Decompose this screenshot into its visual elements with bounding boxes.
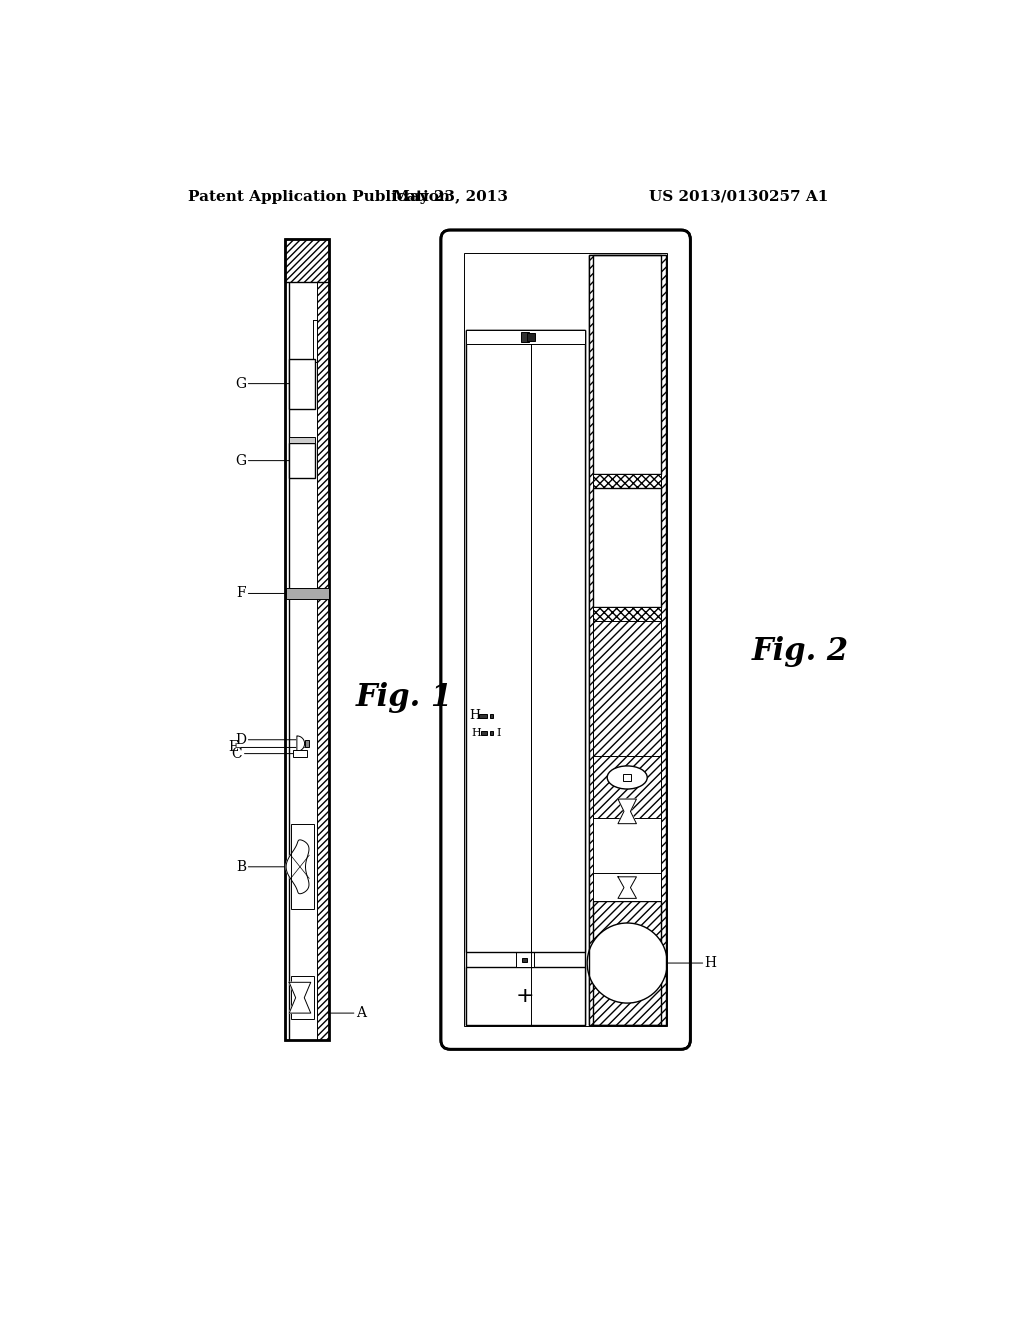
Text: Fig. 1: Fig. 1 xyxy=(355,682,453,713)
Text: US 2013/0130257 A1: US 2013/0130257 A1 xyxy=(649,190,828,203)
Bar xyxy=(291,977,313,1019)
Bar xyxy=(466,330,585,345)
Text: H: H xyxy=(705,956,716,970)
Text: D: D xyxy=(236,733,246,747)
Polygon shape xyxy=(297,737,304,751)
FancyBboxPatch shape xyxy=(441,230,690,1049)
Text: G: G xyxy=(234,376,246,391)
Bar xyxy=(516,952,535,966)
Bar xyxy=(593,474,662,488)
Polygon shape xyxy=(617,876,637,899)
Bar xyxy=(305,739,309,747)
Bar xyxy=(527,333,535,341)
Bar xyxy=(481,731,487,735)
Bar xyxy=(285,239,289,1040)
Bar xyxy=(464,253,668,1026)
Bar xyxy=(593,902,662,1024)
Bar xyxy=(593,873,662,902)
Bar xyxy=(662,255,666,1024)
Circle shape xyxy=(587,923,668,1003)
Bar xyxy=(593,756,662,817)
Bar xyxy=(593,488,662,607)
Bar xyxy=(479,714,487,718)
Bar xyxy=(466,330,585,345)
Text: E: E xyxy=(228,741,239,755)
Bar xyxy=(589,255,593,1024)
Bar xyxy=(589,255,666,1024)
Text: May 23, 2013: May 23, 2013 xyxy=(392,190,508,203)
Bar xyxy=(466,330,585,952)
Polygon shape xyxy=(286,840,309,894)
Bar xyxy=(285,239,330,1040)
Bar xyxy=(289,359,315,409)
Bar xyxy=(289,444,315,478)
Bar xyxy=(593,255,662,474)
Bar xyxy=(593,622,662,756)
Bar xyxy=(593,607,662,622)
Text: C: C xyxy=(231,747,243,760)
Bar xyxy=(466,966,585,1024)
Bar xyxy=(291,825,313,909)
Bar xyxy=(490,731,494,735)
Text: H: H xyxy=(469,709,480,722)
Ellipse shape xyxy=(607,766,647,789)
Bar xyxy=(490,714,494,718)
Text: Fig. 2: Fig. 2 xyxy=(752,636,849,667)
Bar xyxy=(521,333,529,342)
Polygon shape xyxy=(289,982,310,1014)
Bar xyxy=(589,255,666,1024)
Bar xyxy=(286,589,330,599)
Text: G: G xyxy=(234,454,246,467)
Text: A: A xyxy=(356,1006,367,1020)
Text: Patent Application Publication: Patent Application Publication xyxy=(188,190,451,203)
Text: +: + xyxy=(516,986,535,1006)
Text: F: F xyxy=(237,586,246,601)
Text: H: H xyxy=(472,727,481,738)
Text: I: I xyxy=(497,727,501,738)
Bar xyxy=(316,239,330,1040)
Bar xyxy=(289,437,315,444)
Bar xyxy=(293,750,307,758)
Bar xyxy=(285,239,330,281)
Polygon shape xyxy=(617,799,637,824)
Text: B: B xyxy=(236,859,246,874)
Bar xyxy=(466,330,585,1024)
Bar xyxy=(522,958,526,962)
Bar xyxy=(624,775,631,780)
